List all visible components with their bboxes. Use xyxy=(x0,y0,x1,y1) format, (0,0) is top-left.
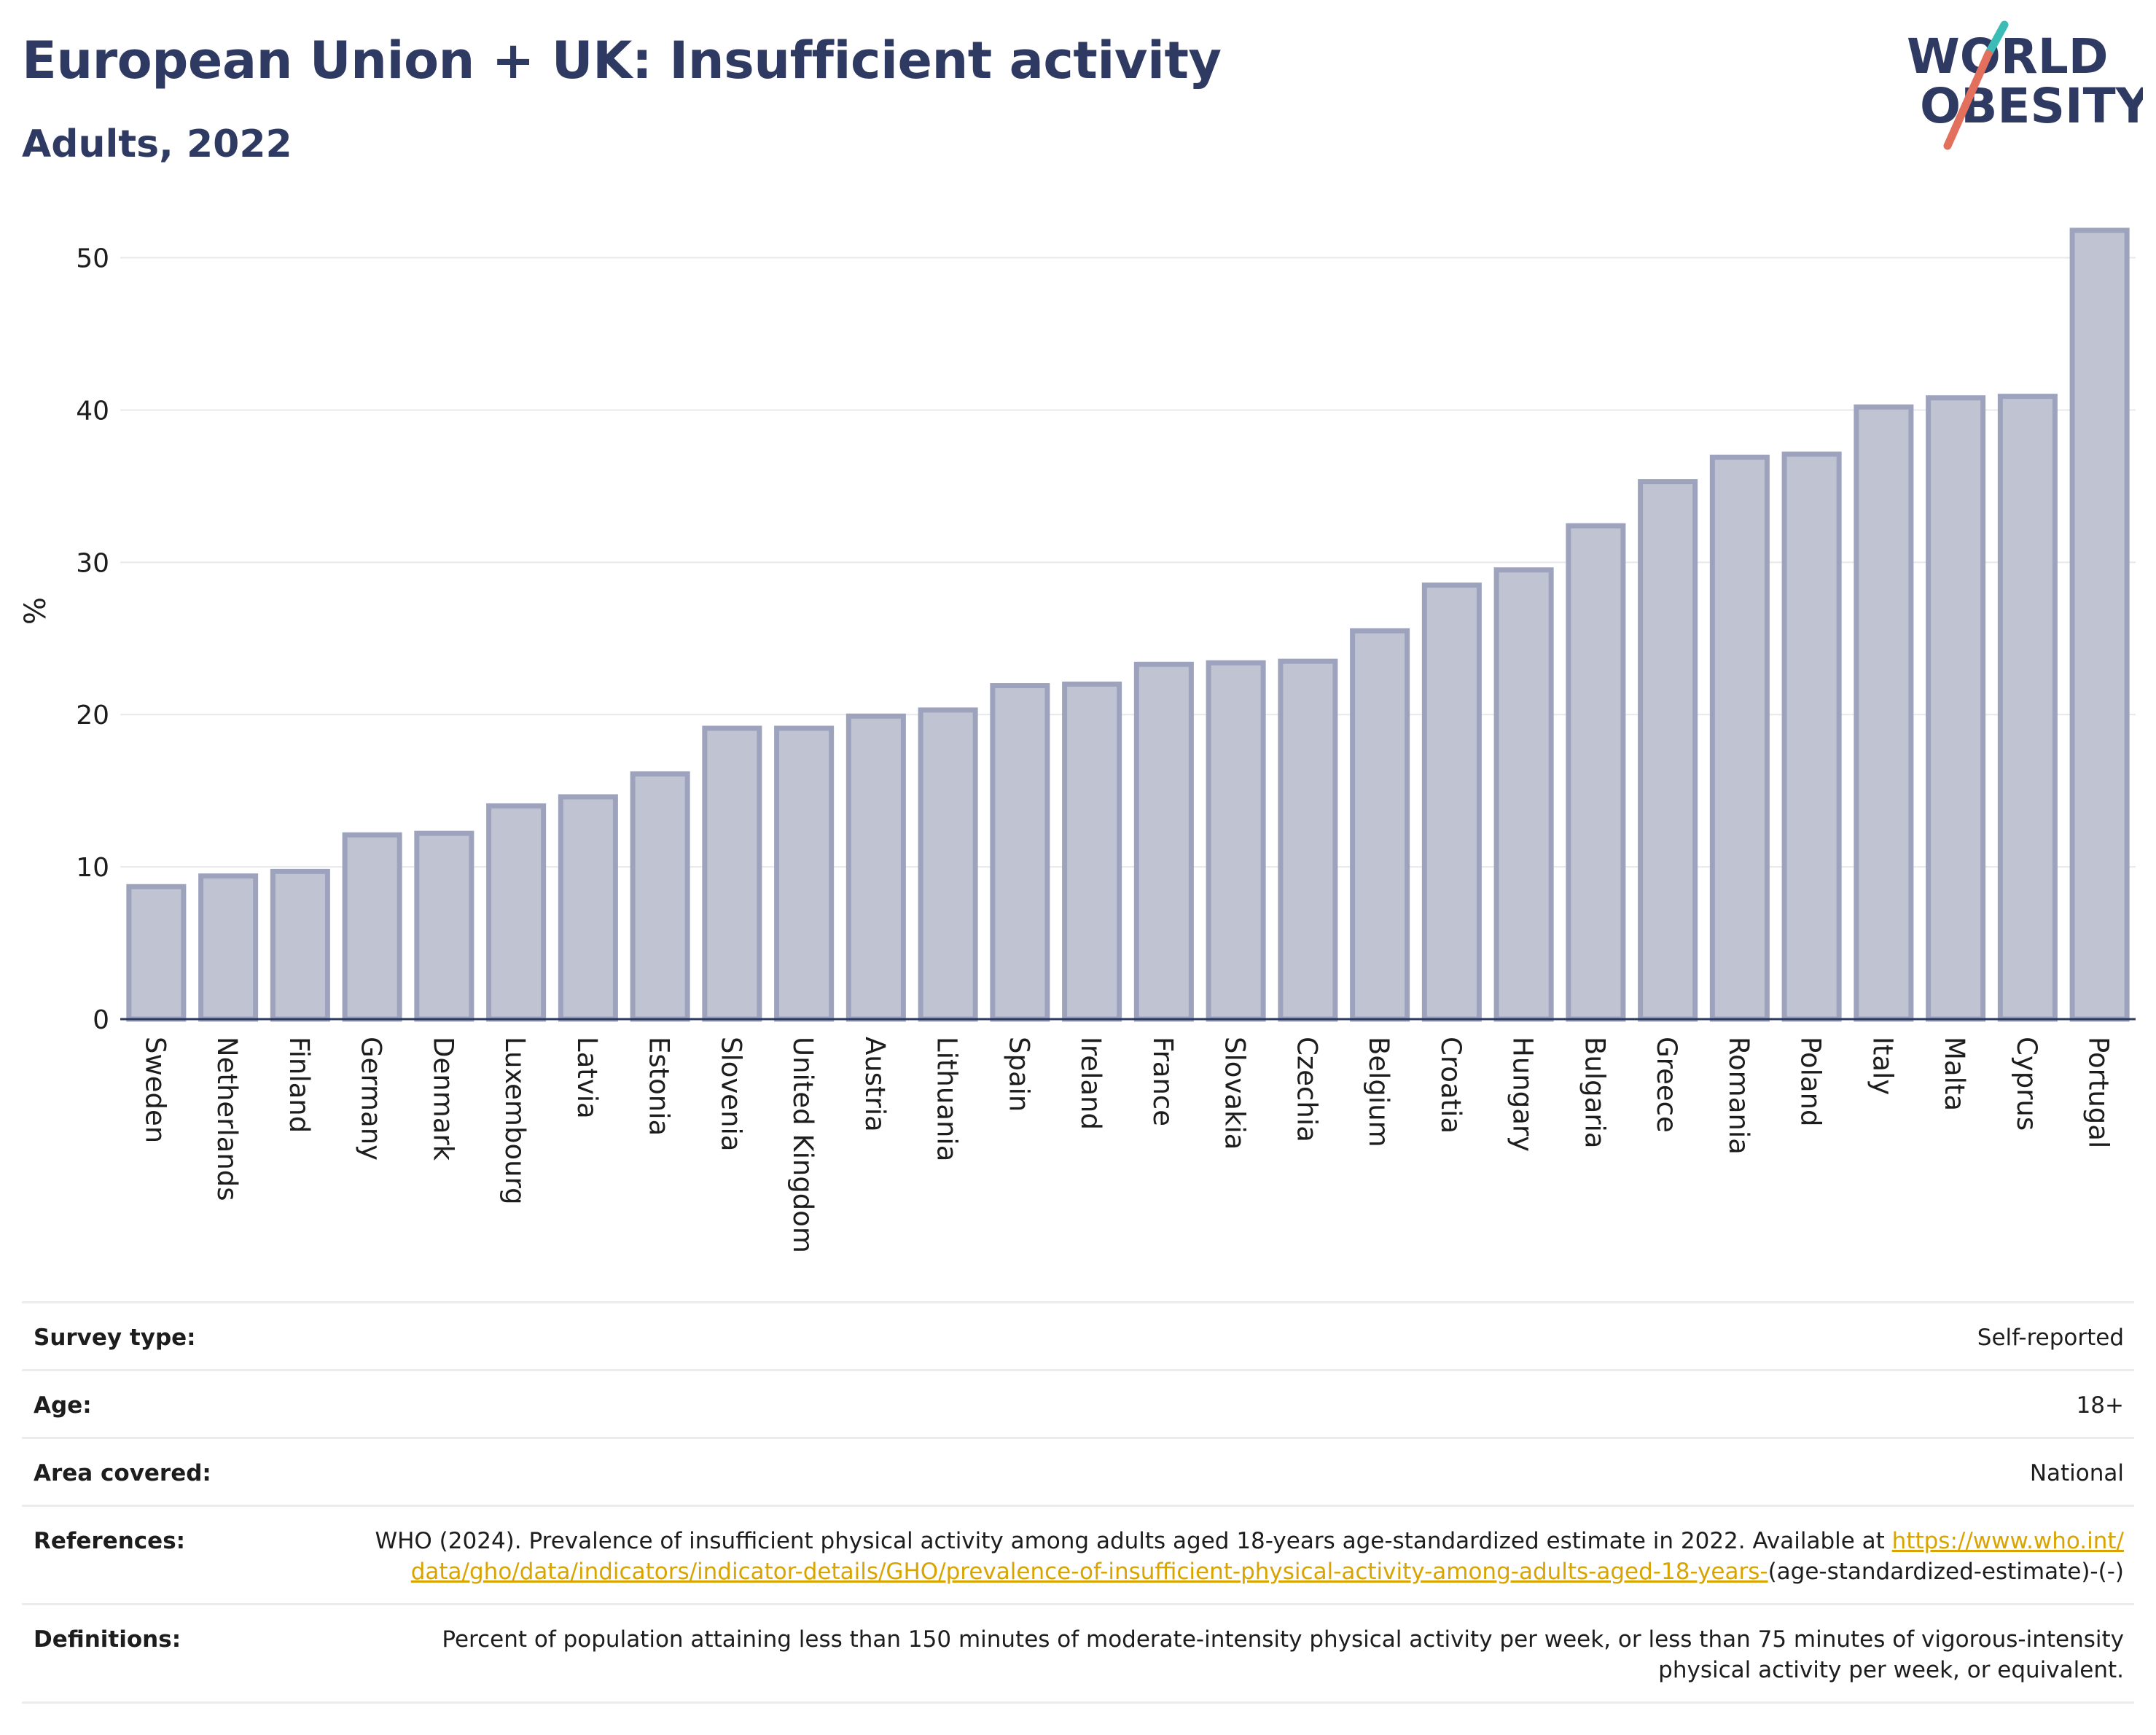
bar-bulgaria xyxy=(1566,523,1626,1022)
definitions-row: Definitions: Percent of population attai… xyxy=(22,1603,2134,1704)
y-tick-label: 40 xyxy=(76,396,109,426)
chart-subtitle: Adults, 2022 xyxy=(22,122,292,166)
x-tick-label: Slovenia xyxy=(715,1037,746,1151)
x-tick-label: Estonia xyxy=(644,1037,675,1136)
bar-france xyxy=(1133,661,1194,1022)
age-row: Age: 18+ xyxy=(22,1369,2134,1438)
x-tick-label: Hungary xyxy=(1507,1037,1539,1152)
bars xyxy=(126,227,2130,1022)
x-tick-label: Germany xyxy=(356,1037,387,1161)
x-tick-label: Sweden xyxy=(139,1037,171,1143)
x-tick-label: Cyprus xyxy=(2011,1037,2042,1131)
references-text: WHO (2024). Prevalence of insufficient p… xyxy=(375,1528,1885,1554)
world-obesity-logo: WORLD OBESITY xyxy=(1907,20,2143,150)
y-axis-label: % xyxy=(19,597,52,625)
x-tick-label: Austria xyxy=(859,1037,891,1132)
definitions-label: Definitions: xyxy=(22,1603,350,1704)
x-tick-label: Czechia xyxy=(1291,1037,1322,1142)
bar-lithuania xyxy=(918,707,978,1022)
bar-denmark xyxy=(414,830,474,1022)
x-tick-label: Lithuania xyxy=(931,1037,963,1161)
y-tick-label: 30 xyxy=(76,548,109,578)
x-tick-label: Portugal xyxy=(2083,1037,2114,1148)
x-tick-label: Malta xyxy=(1939,1037,1970,1111)
x-tick-label: Luxembourg xyxy=(499,1037,531,1205)
logo-slash-teal xyxy=(1984,20,2009,58)
bar-croatia xyxy=(1421,582,1482,1022)
bar-malta xyxy=(1926,395,1986,1022)
area-covered-label: Area covered: xyxy=(22,1437,350,1506)
x-tick-label: Finland xyxy=(284,1037,315,1133)
x-tick-label: Spain xyxy=(1003,1037,1034,1112)
x-tick-label: Italy xyxy=(1867,1037,1898,1095)
bar-hungary xyxy=(1493,567,1554,1022)
bar-ireland xyxy=(1062,681,1122,1022)
bar-portugal xyxy=(2069,227,2130,1022)
bar-italy xyxy=(1854,404,1914,1022)
x-tick-label: France xyxy=(1147,1037,1179,1126)
bar-sweden xyxy=(126,884,187,1022)
y-tick-label: 50 xyxy=(76,244,109,274)
bar-romania xyxy=(1709,454,1770,1022)
bar-netherlands xyxy=(198,873,259,1022)
bar-united-kingdom xyxy=(774,725,835,1022)
x-tick-label: United Kingdom xyxy=(787,1037,819,1253)
x-tick-label: Poland xyxy=(1795,1037,1827,1127)
survey-type-row: Survey type: Self-reported xyxy=(22,1301,2134,1371)
references-value: WHO (2024). Prevalence of insufficient p… xyxy=(350,1505,2134,1605)
age-value: 18+ xyxy=(350,1369,2134,1438)
survey-type-value: Self-reported xyxy=(350,1301,2134,1371)
area-row: Area covered: National xyxy=(22,1437,2134,1506)
x-tick-label: Ireland xyxy=(1075,1037,1106,1130)
y-tick-label: 10 xyxy=(76,853,109,883)
x-axis-labels: Sweden Netherlands Finland Germany Denmark Lu… xyxy=(139,1037,2114,1253)
bar-chart: 0 10 20 30 40 50 Sweden Netherlands Finland Germ… xyxy=(19,227,2136,1253)
logo-slash-coral xyxy=(1943,50,1993,150)
bar-slovakia xyxy=(1206,660,1266,1022)
references-label: References: xyxy=(22,1505,350,1605)
logo-line-1: WORLD xyxy=(1907,28,2109,85)
y-tick-label: 0 xyxy=(93,1005,109,1035)
y-tick-label: 20 xyxy=(76,701,109,730)
x-tick-label: Greece xyxy=(1651,1037,1682,1133)
age-label: Age: xyxy=(22,1369,350,1438)
x-tick-label: Romania xyxy=(1723,1037,1754,1155)
bar-finland xyxy=(270,868,330,1022)
y-axis-ticks: 0 10 20 30 40 50 xyxy=(76,244,109,1035)
x-tick-label: Denmark xyxy=(427,1037,458,1161)
bar-latvia xyxy=(558,794,618,1022)
x-tick-label: Latvia xyxy=(571,1037,603,1119)
bar-luxembourg xyxy=(486,803,547,1022)
x-tick-label: Belgium xyxy=(1363,1037,1394,1147)
bar-spain xyxy=(990,683,1050,1022)
references-link[interactable]: https://www.who.int/data/gho/data/indica… xyxy=(410,1528,2124,1585)
area-covered-value: National xyxy=(350,1437,2134,1506)
chart-title: European Union + UK: Insufficient activi… xyxy=(22,31,1222,90)
bar-germany xyxy=(342,832,402,1022)
x-tick-label: Slovakia xyxy=(1219,1037,1251,1150)
bar-slovenia xyxy=(702,725,762,1022)
x-tick-label: Netherlands xyxy=(211,1037,243,1201)
metadata-table: Survey type: Self-reported Age: 18+ Area… xyxy=(22,1301,2134,1704)
references-suffix: (age-standardized-estimate)-(-) xyxy=(1768,1559,2124,1585)
bar-poland xyxy=(1781,451,1842,1022)
definitions-value: Percent of population attaining less tha… xyxy=(350,1603,2134,1704)
survey-type-label: Survey type: xyxy=(22,1301,350,1371)
x-tick-label: Bulgaria xyxy=(1579,1037,1610,1148)
x-tick-label: Croatia xyxy=(1435,1037,1466,1134)
bar-cyprus xyxy=(1997,394,2058,1022)
bar-greece xyxy=(1638,479,1698,1022)
bar-belgium xyxy=(1350,628,1410,1022)
bar-czechia xyxy=(1278,658,1338,1022)
bar-austria xyxy=(845,713,906,1022)
references-row: References: WHO (2024). Prevalence of in… xyxy=(22,1505,2134,1605)
bar-estonia xyxy=(630,771,690,1022)
